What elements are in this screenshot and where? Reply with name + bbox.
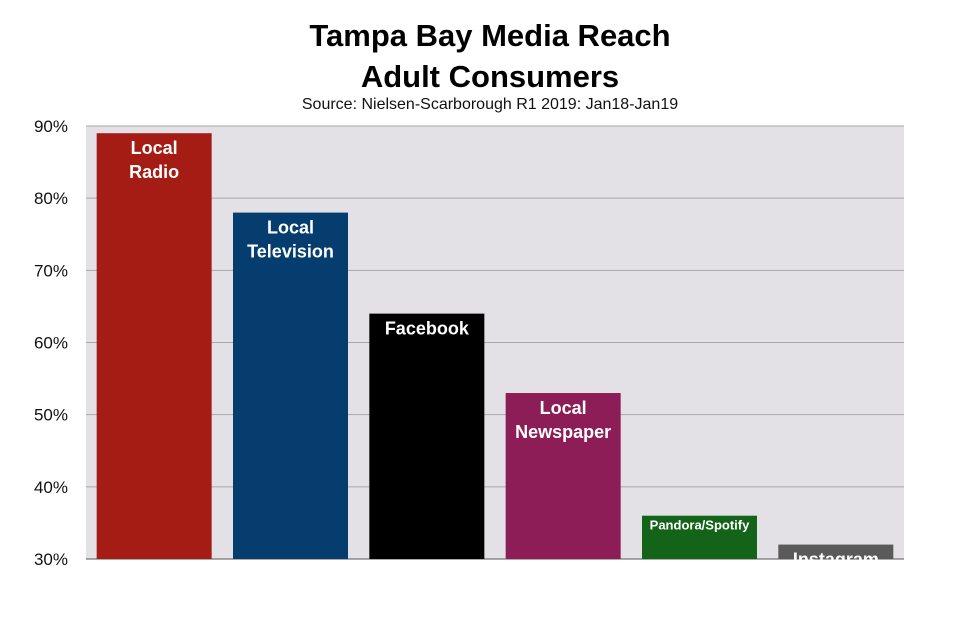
bar (369, 313, 485, 559)
bar-label: Pandora/Spotify (650, 518, 750, 533)
chart-subtitle: Source: Nielsen-Scarborough R1 2019: Jan… (301, 96, 679, 113)
y-tick-label: 80% (34, 189, 68, 208)
y-tick-label: 60% (34, 334, 68, 353)
chart-title-line-1: Tampa Bay Media Reach (309, 18, 671, 53)
bar-label: Local (540, 398, 587, 418)
chart-title-line-2: Adult Consumers (360, 59, 620, 94)
bar (96, 133, 212, 559)
bar-label: Newspaper (515, 422, 611, 442)
bar (778, 544, 894, 559)
y-tick-label: 30% (34, 550, 68, 569)
bar-label: Local (131, 138, 178, 158)
bar (505, 393, 621, 559)
y-tick-label: 90% (34, 117, 68, 136)
bar-label: Instagram (793, 550, 879, 570)
bar (642, 515, 757, 559)
y-tick-label: 40% (34, 478, 68, 497)
y-tick-label: 50% (34, 406, 68, 425)
bar-label: Radio (129, 162, 179, 182)
bar (233, 212, 348, 559)
y-tick-label: 70% (34, 261, 68, 280)
bar-label: Facebook (385, 319, 470, 339)
bar-label: Television (247, 242, 334, 262)
bar-label: Local (267, 218, 314, 238)
